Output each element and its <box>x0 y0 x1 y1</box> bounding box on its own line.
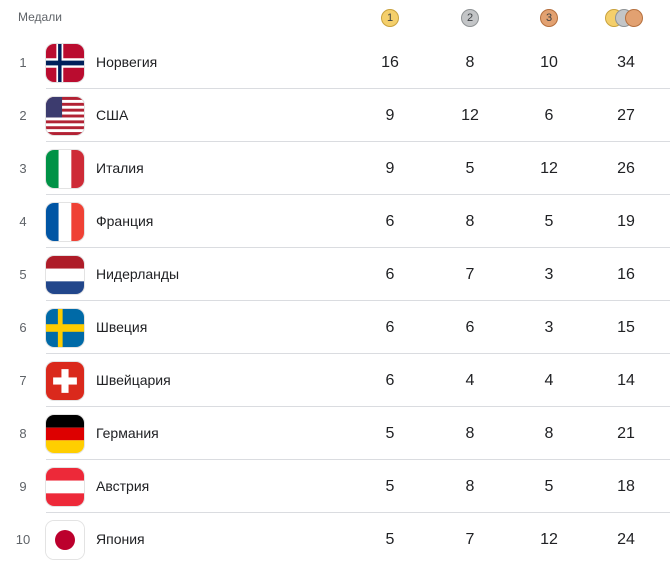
netherlands-flag-icon <box>46 256 84 294</box>
japan-flag-icon <box>46 521 84 559</box>
rank: 4 <box>19 214 27 229</box>
country-name[interactable]: Германия <box>96 425 159 441</box>
gold-count: 6 <box>385 372 395 389</box>
total-count: 27 <box>617 107 635 124</box>
gold-count: 6 <box>385 213 395 230</box>
silver-medal-icon[interactable]: 2 <box>461 9 479 27</box>
country-name[interactable]: Австрия <box>96 478 150 494</box>
rank: 9 <box>19 479 27 494</box>
country-name[interactable]: Италия <box>96 160 144 176</box>
medal-table-body: 1 Норвегия 16 8 10 34 2 США 9 12 6 27 3 … <box>0 36 672 566</box>
rank: 6 <box>19 320 27 335</box>
total-medals-icon[interactable] <box>605 9 645 27</box>
silver-count: 8 <box>465 213 475 230</box>
bronze-count: 3 <box>544 266 554 283</box>
silver-count: 12 <box>461 107 479 124</box>
france-flag-icon <box>46 203 84 241</box>
country-name[interactable]: Япония <box>96 531 145 547</box>
gold-medal-icon[interactable]: 1 <box>381 9 399 27</box>
country-name[interactable]: Швейцария <box>96 372 171 388</box>
table-row[interactable]: 5 Нидерланды 6 7 3 16 <box>0 248 672 301</box>
table-row[interactable]: 1 Норвегия 16 8 10 34 <box>0 36 672 89</box>
total-count: 18 <box>617 478 635 495</box>
total-count: 26 <box>617 160 635 177</box>
table-row[interactable]: 4 Франция 6 8 5 19 <box>0 195 672 248</box>
gold-count: 9 <box>385 160 395 177</box>
usa-flag-icon <box>46 97 84 135</box>
silver-count: 7 <box>465 531 475 548</box>
bronze-count: 3 <box>544 319 554 336</box>
bronze-count: 12 <box>540 160 558 177</box>
country-name[interactable]: США <box>96 107 129 123</box>
table-row[interactable]: 10 Япония 5 7 12 24 <box>0 513 672 566</box>
gold-count: 5 <box>385 531 395 548</box>
table-row[interactable]: 8 Германия 5 8 8 21 <box>0 407 672 460</box>
bronze-count: 6 <box>544 107 554 124</box>
rank: 10 <box>15 532 31 547</box>
silver-count: 7 <box>465 266 475 283</box>
rank: 3 <box>19 161 27 176</box>
rank: 5 <box>19 267 27 282</box>
bronze-count: 8 <box>544 425 554 442</box>
rank: 7 <box>19 373 27 388</box>
italy-flag-icon <box>46 150 84 188</box>
silver-count: 5 <box>465 160 475 177</box>
table-title: Медали <box>18 10 62 24</box>
bronze-medal-icon[interactable]: 3 <box>540 9 558 27</box>
bronze-count: 12 <box>540 531 558 548</box>
country-name[interactable]: Франция <box>96 213 154 229</box>
country-name[interactable]: Швеция <box>96 319 148 335</box>
silver-count: 6 <box>465 319 475 336</box>
medal-table-header: Медали 1 2 3 <box>0 0 672 36</box>
bronze-count: 5 <box>544 478 554 495</box>
gold-count: 5 <box>385 478 395 495</box>
total-count: 16 <box>617 266 635 283</box>
switzerland-flag-icon <box>46 362 84 400</box>
total-count: 19 <box>617 213 635 230</box>
total-count: 21 <box>617 425 635 442</box>
bronze-count: 4 <box>544 372 554 389</box>
austria-flag-icon <box>46 468 84 506</box>
table-row[interactable]: 9 Австрия 5 8 5 18 <box>0 460 672 513</box>
germany-flag-icon <box>46 415 84 453</box>
gold-count: 5 <box>385 425 395 442</box>
bronze-count: 5 <box>544 213 554 230</box>
country-name[interactable]: Норвегия <box>96 54 158 70</box>
silver-count: 4 <box>465 372 475 389</box>
total-count: 15 <box>617 319 635 336</box>
table-row[interactable]: 7 Швейцария 6 4 4 14 <box>0 354 672 407</box>
gold-count: 6 <box>385 319 395 336</box>
table-row[interactable]: 3 Италия 9 5 12 26 <box>0 142 672 195</box>
country-name[interactable]: Нидерланды <box>96 266 180 282</box>
sweden-flag-icon <box>46 309 84 347</box>
silver-count: 8 <box>465 54 475 71</box>
rank: 8 <box>19 426 27 441</box>
norway-flag-icon <box>46 44 84 82</box>
gold-count: 16 <box>381 54 399 71</box>
bronze-count: 10 <box>540 54 558 71</box>
gold-count: 9 <box>385 107 395 124</box>
silver-count: 8 <box>465 425 475 442</box>
table-row[interactable]: 2 США 9 12 6 27 <box>0 89 672 142</box>
rank: 1 <box>19 55 27 70</box>
total-count: 34 <box>617 54 635 71</box>
table-row[interactable]: 6 Швеция 6 6 3 15 <box>0 301 672 354</box>
total-count: 24 <box>617 531 635 548</box>
total-count: 14 <box>617 372 635 389</box>
silver-count: 8 <box>465 478 475 495</box>
rank: 2 <box>19 108 27 123</box>
gold-count: 6 <box>385 266 395 283</box>
